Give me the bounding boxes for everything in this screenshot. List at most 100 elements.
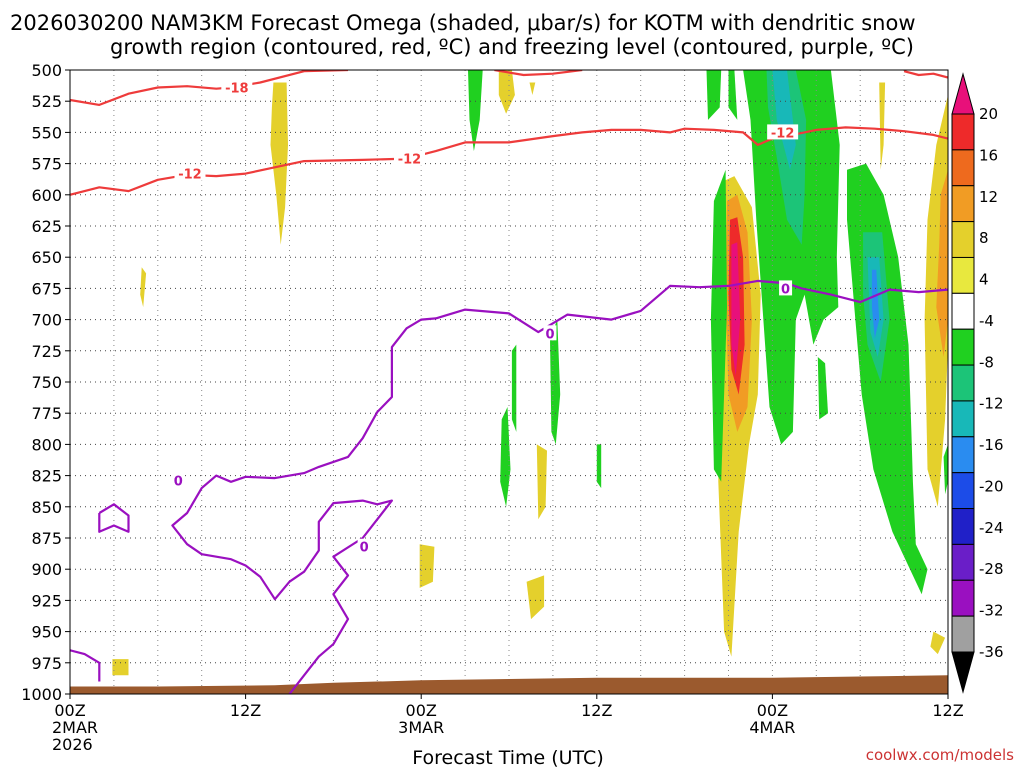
y-tick-label-800: 800 — [31, 435, 62, 454]
colorbar-segment-10 — [951, 472, 975, 510]
x-tick-label-5-0: 12Z — [932, 701, 963, 720]
x-tick-label-1-0: 12Z — [230, 701, 261, 720]
omega-region-18 — [500, 407, 511, 507]
colorbar-segment-4 — [951, 256, 975, 294]
colorbar-label-5: -4 — [979, 312, 994, 330]
y-tick-label-500: 500 — [31, 61, 62, 80]
y-tick-label-525: 525 — [31, 92, 62, 111]
omega-region-26 — [817, 357, 828, 420]
contour-label-bg-6 — [543, 325, 557, 341]
colorbar-segment-6 — [951, 328, 975, 366]
colorbar-segment-9 — [951, 436, 975, 474]
omega-region-11 — [879, 82, 886, 170]
colorbar-label-6: -8 — [979, 353, 994, 371]
omega-region-17 — [468, 70, 483, 152]
contour-label-3: -12 — [771, 126, 795, 141]
contour-label-bg-0 — [221, 79, 253, 95]
chart-title-line2: growth region (contoured, red, ºC) and f… — [110, 35, 914, 59]
contour-label-6: 0 — [545, 327, 554, 342]
omega-region-3 — [498, 70, 515, 114]
omega-region-12 — [529, 82, 536, 95]
contour-label-bg-1 — [174, 165, 206, 181]
y-tick-label-575: 575 — [31, 155, 62, 174]
contour-label-bg-7 — [779, 280, 793, 296]
omega-region-14 — [936, 169, 948, 357]
colorbar-segment-2 — [951, 185, 975, 223]
y-tick-label-825: 825 — [31, 467, 62, 486]
grid — [70, 70, 948, 694]
y-tick-label-875: 875 — [31, 529, 62, 548]
omega-region-30 — [772, 70, 796, 170]
colorbar: 20 16 12 8 4 -4 -8 -12 -16 -20 -24 -28 -32 -36 — [951, 72, 1004, 694]
chart-title-line1: 2026030200 NAM3KM Forecast Omega (shaded… — [10, 11, 916, 35]
colorbar-label-9: -20 — [979, 477, 1004, 495]
colorbar-label-2: 12 — [979, 188, 998, 206]
x-tick-label-0-0: 00Z — [54, 701, 85, 720]
y-tick-label-675: 675 — [31, 279, 62, 298]
colorbar-label-10: -24 — [979, 519, 1004, 537]
x-tick-label-0-1: 2MAR — [52, 718, 98, 737]
colorbar-segment-7 — [951, 364, 975, 402]
colorbar-label-0: 20 — [979, 105, 998, 123]
omega-region-16 — [731, 242, 741, 376]
terrain-fill — [70, 675, 948, 694]
contour-label-bg-5 — [357, 538, 371, 554]
omega-region-21 — [596, 444, 602, 489]
y-tick-label-1000: 1000 — [21, 685, 62, 704]
terrain-surface — [70, 675, 948, 694]
colorbar-label-1: 16 — [979, 146, 998, 164]
y-tick-label-925: 925 — [31, 591, 62, 610]
colorbar-label-8: -16 — [979, 436, 1004, 454]
omega-region-19 — [511, 344, 517, 432]
y-tick-label-750: 750 — [31, 373, 62, 392]
colorbar-label-12: -32 — [979, 602, 1004, 620]
contour-labels: -18 -12 -12 -12 0 0 0 0 — [171, 79, 799, 556]
colorbar-segment-13 — [951, 579, 975, 617]
x-tick-label-3-0: 12Z — [581, 701, 612, 720]
colorbar-segment-1 — [951, 149, 975, 187]
y-tick-label-700: 700 — [31, 311, 62, 330]
omega-region-5 — [536, 444, 547, 520]
omega-region-9 — [930, 631, 946, 655]
contours — [70, 70, 948, 694]
isotherm-contour-3 — [903, 70, 948, 79]
x-tick-label-0-2: 2026 — [52, 735, 93, 754]
y-tick-label-650: 650 — [31, 248, 62, 267]
contour-label-bg-2 — [393, 150, 425, 166]
contour-label-7: 0 — [781, 282, 790, 297]
plot-area: -18 -12 -12 -12 0 0 0 0 — [69, 69, 949, 695]
x-tick-label-2-1: 3MAR — [398, 718, 444, 737]
omega-region-24 — [710, 169, 727, 482]
x-axis-title: Forecast Time (UTC) — [412, 747, 603, 768]
y-tick-label-725: 725 — [31, 342, 62, 361]
colorbar-segment-12 — [951, 543, 975, 581]
x-tick-label-2-0: 00Z — [406, 701, 437, 720]
omega-region-4 — [419, 544, 435, 588]
omega-region-1 — [140, 267, 147, 308]
contour-label-bg-3 — [767, 124, 799, 140]
y-tick-label-975: 975 — [31, 654, 62, 673]
colorbar-segment-0 — [951, 113, 975, 151]
colorbar-segment-11 — [951, 508, 975, 545]
omega-region-33 — [871, 269, 880, 339]
colorbar-segment-5 — [951, 292, 975, 330]
y-tick-label-550: 550 — [31, 123, 62, 142]
contour-label-2: -12 — [398, 153, 422, 168]
y-tick-label-775: 775 — [31, 404, 62, 423]
x-tick-label-4-1: 4MAR — [749, 718, 795, 737]
colorbar-label-3: 8 — [979, 229, 989, 247]
y-tick-label-900: 900 — [31, 560, 62, 579]
omega-region-2 — [112, 659, 129, 676]
colorbar-label-13: -36 — [979, 643, 1004, 661]
colorbar-label-11: -28 — [979, 560, 1004, 578]
freezing-level-contour-4 — [171, 279, 948, 694]
y-tick-label-950: 950 — [31, 623, 62, 642]
omega-region-6 — [526, 575, 545, 620]
y-tick-label-600: 600 — [31, 186, 62, 205]
contour-label-4: 0 — [174, 475, 183, 490]
colorbar-segment-14 — [951, 615, 975, 653]
contour-label-0: -18 — [225, 81, 249, 96]
contour-label-5: 0 — [360, 541, 369, 556]
colorbar-bottom-arrow — [951, 651, 975, 694]
